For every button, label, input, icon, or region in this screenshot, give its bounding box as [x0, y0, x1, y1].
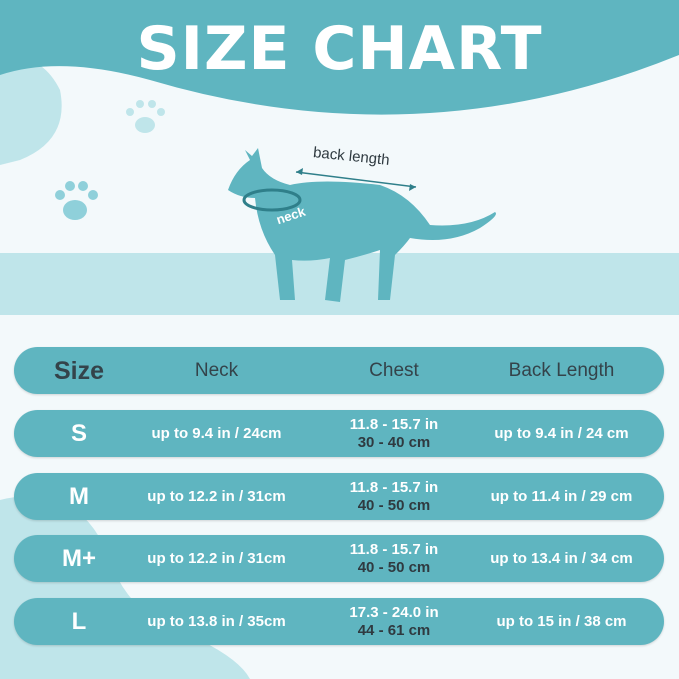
chest-cm: 44 - 61 cm [357, 621, 431, 639]
chest-cell: 11.8 - 15.7 in 40 - 50 cm [319, 535, 469, 582]
paw-print-icon [126, 100, 165, 133]
header-chest: Chest [369, 359, 419, 381]
chest-cell: 17.3 - 24.0 in 44 - 61 cm [319, 598, 469, 645]
chest-in: 11.8 - 15.7 in [349, 540, 439, 558]
back-cell: up to 15 in / 38 cm [496, 612, 627, 630]
table-row: M+ up to 12.2 in / 31cm 11.8 - 15.7 in 40… [14, 535, 664, 582]
page-title: SIZE CHART [136, 14, 543, 84]
neck-cell: up to 9.4 in / 24cm [151, 424, 282, 442]
cat-silhouette-icon [228, 148, 496, 302]
back-cell: up to 11.4 in / 29 cm [490, 487, 633, 505]
back-length-arrow [295, 171, 417, 188]
table-row: L up to 13.8 in / 35cm 17.3 - 24.0 in 44 … [14, 598, 664, 645]
title-banner [0, 0, 679, 115]
header-neck: Neck [194, 359, 239, 381]
neck-cell: up to 13.8 in / 35cm [147, 612, 286, 630]
neck-cell: up to 12.2 in / 31cm [147, 487, 286, 505]
header-back-length: Back Length [508, 359, 615, 381]
back-cell: up to 9.4 in / 24 cm [494, 424, 629, 442]
chest-cm: 30 - 40 cm [357, 433, 431, 451]
back-cell: up to 13.4 in / 34 cm [490, 549, 633, 567]
header-size: Size [53, 356, 105, 385]
size-cell: L [71, 607, 87, 635]
chest-in: 11.8 - 15.7 in [349, 415, 439, 433]
neck-cell: up to 12.2 in / 31cm [147, 549, 286, 567]
paw-print-icon [55, 181, 98, 220]
chest-in: 17.3 - 24.0 in [349, 603, 439, 621]
background-blob [0, 58, 62, 165]
table-row: S up to 9.4 in / 24cm 11.8 - 15.7 in 30 -… [14, 410, 664, 457]
size-cell: M [69, 482, 89, 510]
chest-cm: 40 - 50 cm [357, 558, 431, 576]
table-header: Size Neck Chest Back Length [14, 347, 664, 394]
chest-cell: 11.8 - 15.7 in 30 - 40 cm [319, 410, 469, 457]
background-blob-bottom [0, 496, 250, 679]
chest-cell: 11.8 - 15.7 in 40 - 50 cm [319, 473, 469, 520]
table-row: M up to 12.2 in / 31cm 11.8 - 15.7 in 40 … [14, 473, 664, 520]
chest-cm: 40 - 50 cm [357, 496, 431, 514]
chest-in: 11.8 - 15.7 in [349, 478, 439, 496]
size-cell: M+ [61, 544, 96, 572]
neck-measure-ring [242, 188, 302, 212]
size-cell: S [70, 419, 87, 447]
